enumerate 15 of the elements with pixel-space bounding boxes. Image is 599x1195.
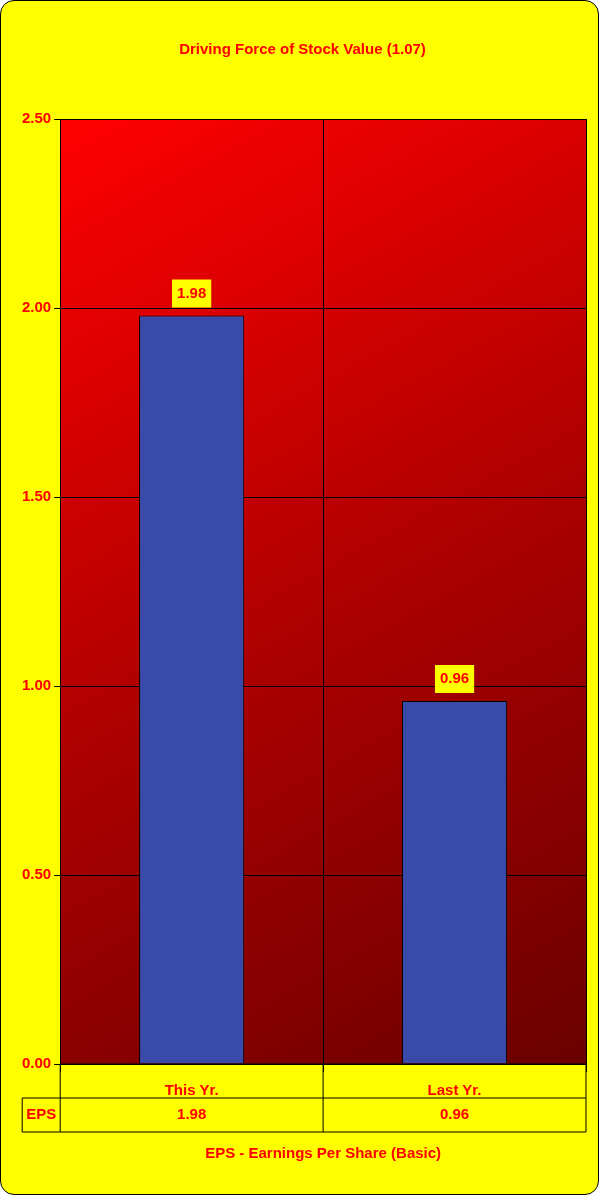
annotation: 0.96 xyxy=(439,669,470,687)
data-label: 0.96 xyxy=(439,1105,470,1123)
x-tick-label: Last Yr. xyxy=(427,1081,482,1099)
y-tick-label: 0.00 xyxy=(21,1054,52,1072)
y-tick-label: 2.50 xyxy=(21,109,52,127)
text: EPS xyxy=(26,1105,57,1123)
x-axis-title: EPS - Earnings Per Share (Basic) xyxy=(205,1144,442,1162)
chart-title: Driving Force of Stock Value (1.07) xyxy=(179,40,426,58)
y-tick-label: 0.50 xyxy=(21,865,52,883)
x-tick-label: This Yr. xyxy=(164,1081,219,1099)
annotation: 1.98 xyxy=(177,283,207,301)
y-tick-label: 1.00 xyxy=(21,676,52,694)
data-label: 1.98 xyxy=(177,1105,207,1123)
y-tick-label: 2.00 xyxy=(21,298,52,316)
y-tick-label: 1.50 xyxy=(21,487,52,505)
